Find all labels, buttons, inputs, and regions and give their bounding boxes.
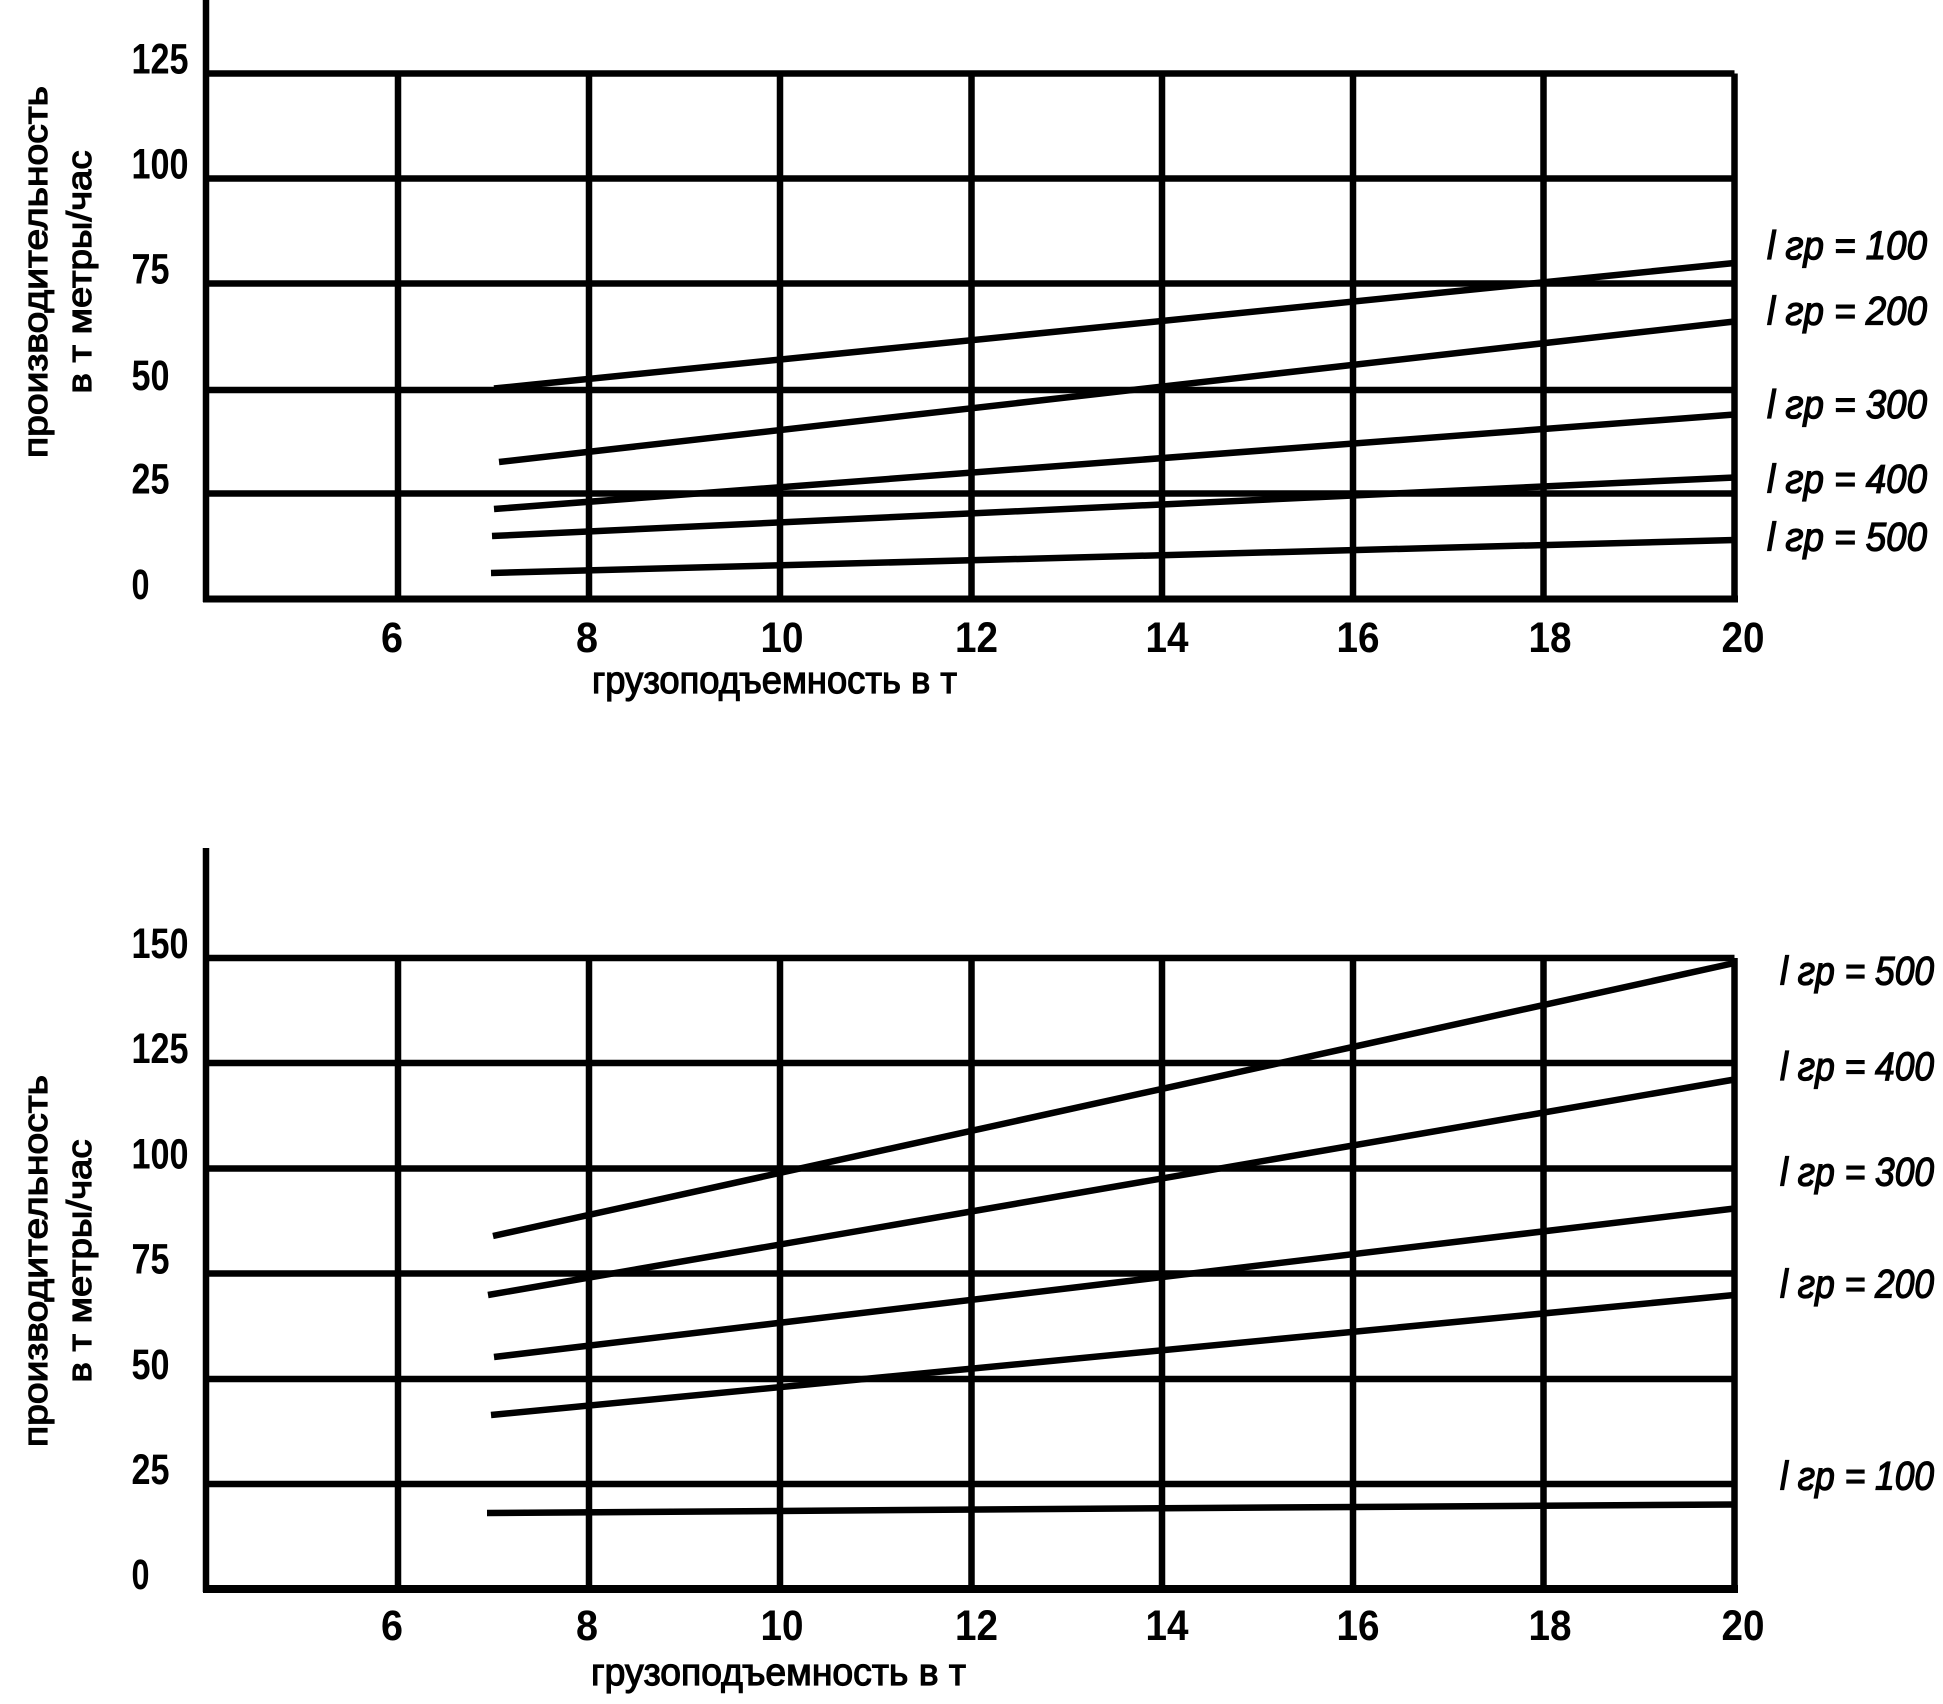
svg-text:100: 100 bbox=[132, 141, 189, 189]
svg-text:l гр = 300: l гр = 300 bbox=[1780, 1151, 1934, 1195]
svg-text:12: 12 bbox=[955, 1602, 998, 1650]
svg-text:l гр = 100: l гр = 100 bbox=[1767, 224, 1927, 268]
svg-text:50: 50 bbox=[132, 1341, 170, 1389]
svg-text:l гр = 300: l гр = 300 bbox=[1767, 383, 1927, 427]
svg-text:14: 14 bbox=[1146, 614, 1189, 662]
svg-text:25: 25 bbox=[132, 1446, 170, 1494]
svg-text:16: 16 bbox=[1337, 614, 1380, 662]
svg-text:l гр = 100: l гр = 100 bbox=[1780, 1455, 1934, 1499]
svg-text:20: 20 bbox=[1722, 1602, 1765, 1650]
svg-text:производительность: производительность bbox=[17, 1075, 55, 1447]
svg-text:75: 75 bbox=[132, 246, 170, 294]
svg-text:125: 125 bbox=[132, 36, 189, 84]
svg-text:75: 75 bbox=[132, 1236, 170, 1284]
svg-text:16: 16 bbox=[1337, 1602, 1380, 1650]
svg-text:50: 50 bbox=[132, 352, 170, 400]
svg-text:100: 100 bbox=[132, 1131, 189, 1179]
svg-text:18: 18 bbox=[1529, 614, 1572, 662]
svg-text:в т метры/час: в т метры/час bbox=[61, 151, 99, 394]
svg-text:l гр = 500: l гр = 500 bbox=[1767, 516, 1927, 560]
svg-text:l гр = 200: l гр = 200 bbox=[1780, 1263, 1934, 1307]
svg-text:8: 8 bbox=[576, 1602, 598, 1650]
svg-text:l гр = 500: l гр = 500 bbox=[1780, 950, 1934, 994]
svg-text:8: 8 bbox=[576, 614, 598, 662]
svg-text:l гр = 400: l гр = 400 bbox=[1780, 1045, 1934, 1089]
svg-text:18: 18 bbox=[1529, 1602, 1572, 1650]
svg-text:150: 150 bbox=[132, 920, 189, 968]
svg-text:20: 20 bbox=[1722, 614, 1765, 662]
svg-text:25: 25 bbox=[132, 456, 170, 504]
svg-text:6: 6 bbox=[381, 614, 403, 662]
svg-text:l гр = 200: l гр = 200 bbox=[1767, 290, 1927, 334]
svg-text:6: 6 bbox=[381, 1602, 403, 1650]
svg-text:10: 10 bbox=[761, 614, 804, 662]
svg-text:производительность: производительность bbox=[17, 86, 55, 458]
svg-text:0: 0 bbox=[132, 1551, 150, 1599]
svg-text:0: 0 bbox=[132, 561, 150, 609]
svg-text:в т метры/час: в т метры/час bbox=[61, 1140, 99, 1383]
svg-text:125: 125 bbox=[132, 1025, 189, 1073]
svg-text:14: 14 bbox=[1146, 1602, 1189, 1650]
svg-text:грузоподъемность в т: грузоподъемность в т bbox=[591, 1652, 966, 1694]
svg-text:10: 10 bbox=[761, 1602, 804, 1650]
svg-text:l гр = 400: l гр = 400 bbox=[1767, 458, 1927, 502]
svg-text:12: 12 bbox=[955, 614, 998, 662]
svg-text:грузоподъемность в т: грузоподъемность в т bbox=[592, 660, 957, 702]
